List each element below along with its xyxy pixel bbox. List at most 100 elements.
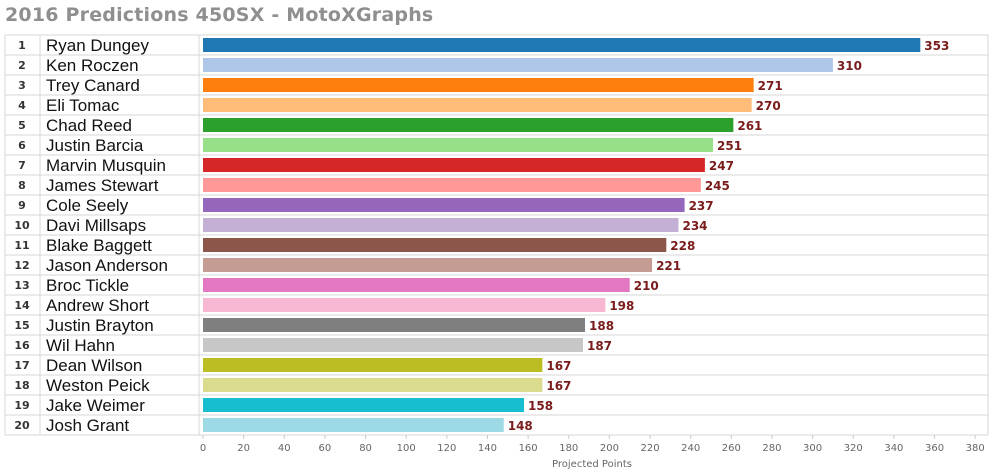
bar[interactable]: [203, 118, 734, 132]
rank-label: 2: [18, 59, 26, 72]
x-tick-label: 260: [722, 443, 741, 454]
bar[interactable]: [203, 58, 833, 72]
rank-label: 14: [14, 299, 30, 312]
data-label: 188: [589, 319, 614, 333]
rider-name-label: Jason Anderson: [46, 256, 168, 275]
data-label: 228: [670, 239, 695, 253]
data-label: 148: [508, 419, 533, 433]
x-tick-label: 360: [925, 443, 944, 454]
rider-name-label: Marvin Musquin: [46, 156, 166, 175]
x-tick-label: 280: [762, 443, 781, 454]
rider-name-label: Weston Peick: [46, 376, 150, 395]
rank-label: 13: [14, 279, 29, 292]
rank-label: 17: [14, 359, 29, 372]
bar[interactable]: [203, 38, 921, 52]
bar[interactable]: [203, 258, 653, 272]
x-tick-label: 100: [397, 443, 416, 454]
rank-label: 8: [18, 179, 26, 192]
x-tick-label: 120: [437, 443, 456, 454]
rank-label: 16: [14, 339, 30, 352]
bar[interactable]: [203, 78, 754, 92]
x-tick-label: 60: [319, 443, 332, 454]
rider-name-label: Broc Tickle: [46, 276, 129, 295]
rank-label: 5: [18, 119, 26, 132]
bar[interactable]: [203, 98, 752, 112]
rank-label: 4: [18, 99, 26, 112]
data-label: 234: [682, 219, 707, 233]
bar[interactable]: [203, 278, 630, 292]
x-tick-label: 200: [600, 443, 619, 454]
rank-label: 20: [14, 419, 30, 432]
data-label: 221: [656, 259, 681, 273]
rider-name-label: Wil Hahn: [46, 336, 115, 355]
rider-name-label: Dean Wilson: [46, 356, 142, 375]
bar[interactable]: [203, 198, 685, 212]
chart-title: 2016 Predictions 450SX - MotoXGraphs: [5, 4, 434, 26]
bar[interactable]: [203, 298, 606, 312]
rank-label: 6: [18, 139, 26, 152]
data-label: 158: [528, 399, 553, 413]
x-tick-label: 220: [640, 443, 659, 454]
rider-name-label: Cole Seely: [46, 196, 129, 215]
x-tick-label: 40: [278, 443, 291, 454]
bar[interactable]: [203, 398, 525, 412]
rider-name-label: Eli Tomac: [46, 96, 120, 115]
rank-label: 9: [18, 199, 26, 212]
x-tick-label: 0: [200, 443, 206, 454]
x-axis-title: Projected Points: [552, 459, 632, 470]
rider-name-label: Ryan Dungey: [46, 36, 150, 55]
data-label: 245: [705, 179, 730, 193]
x-tick-label: 340: [884, 443, 903, 454]
x-tick-label: 380: [966, 443, 985, 454]
data-label: 353: [924, 39, 949, 53]
rider-name-label: Jake Weimer: [46, 396, 145, 415]
data-label: 237: [689, 199, 714, 213]
rank-label: 12: [14, 259, 29, 272]
x-tick-label: 240: [681, 443, 700, 454]
bar[interactable]: [203, 318, 586, 332]
data-label: 167: [546, 359, 571, 373]
data-label: 271: [758, 79, 783, 93]
rider-name-label: Trey Canard: [46, 76, 140, 95]
rider-name-label: Blake Baggett: [46, 236, 152, 255]
rank-label: 1: [18, 39, 26, 52]
rider-name-label: Justin Barcia: [46, 136, 144, 155]
x-tick-label: 160: [519, 443, 538, 454]
x-tick-label: 180: [559, 443, 578, 454]
data-label: 261: [737, 119, 762, 133]
data-label: 247: [709, 159, 734, 173]
bar[interactable]: [203, 378, 543, 392]
bar[interactable]: [203, 138, 714, 152]
x-tick-label: 140: [478, 443, 497, 454]
x-tick-label: 320: [844, 443, 863, 454]
rank-label: 10: [14, 219, 30, 232]
x-tick-label: 300: [803, 443, 822, 454]
rank-label: 7: [18, 159, 26, 172]
bar[interactable]: [203, 158, 705, 172]
x-tick-label: 20: [237, 443, 250, 454]
bar[interactable]: [203, 418, 504, 432]
rank-label: 18: [14, 379, 29, 392]
data-label: 198: [609, 299, 634, 313]
data-label: 251: [717, 139, 742, 153]
rider-name-label: Andrew Short: [46, 296, 149, 315]
rider-name-label: Justin Brayton: [46, 316, 154, 335]
data-label: 167: [546, 379, 571, 393]
bar[interactable]: [203, 178, 701, 192]
rider-name-label: Chad Reed: [46, 116, 132, 135]
rank-label: 11: [14, 239, 29, 252]
bar[interactable]: [203, 358, 543, 372]
rider-name-label: Ken Roczen: [46, 56, 139, 75]
bar[interactable]: [203, 218, 679, 232]
data-label: 310: [837, 59, 862, 73]
rider-name-label: Davi Millsaps: [46, 216, 146, 235]
bar[interactable]: [203, 238, 667, 252]
rider-name-label: Josh Grant: [46, 416, 129, 435]
rank-label: 19: [14, 399, 29, 412]
rider-name-label: James Stewart: [46, 176, 159, 195]
rank-label: 15: [14, 319, 29, 332]
data-label: 270: [756, 99, 781, 113]
data-label: 187: [587, 339, 612, 353]
bar[interactable]: [203, 338, 583, 352]
